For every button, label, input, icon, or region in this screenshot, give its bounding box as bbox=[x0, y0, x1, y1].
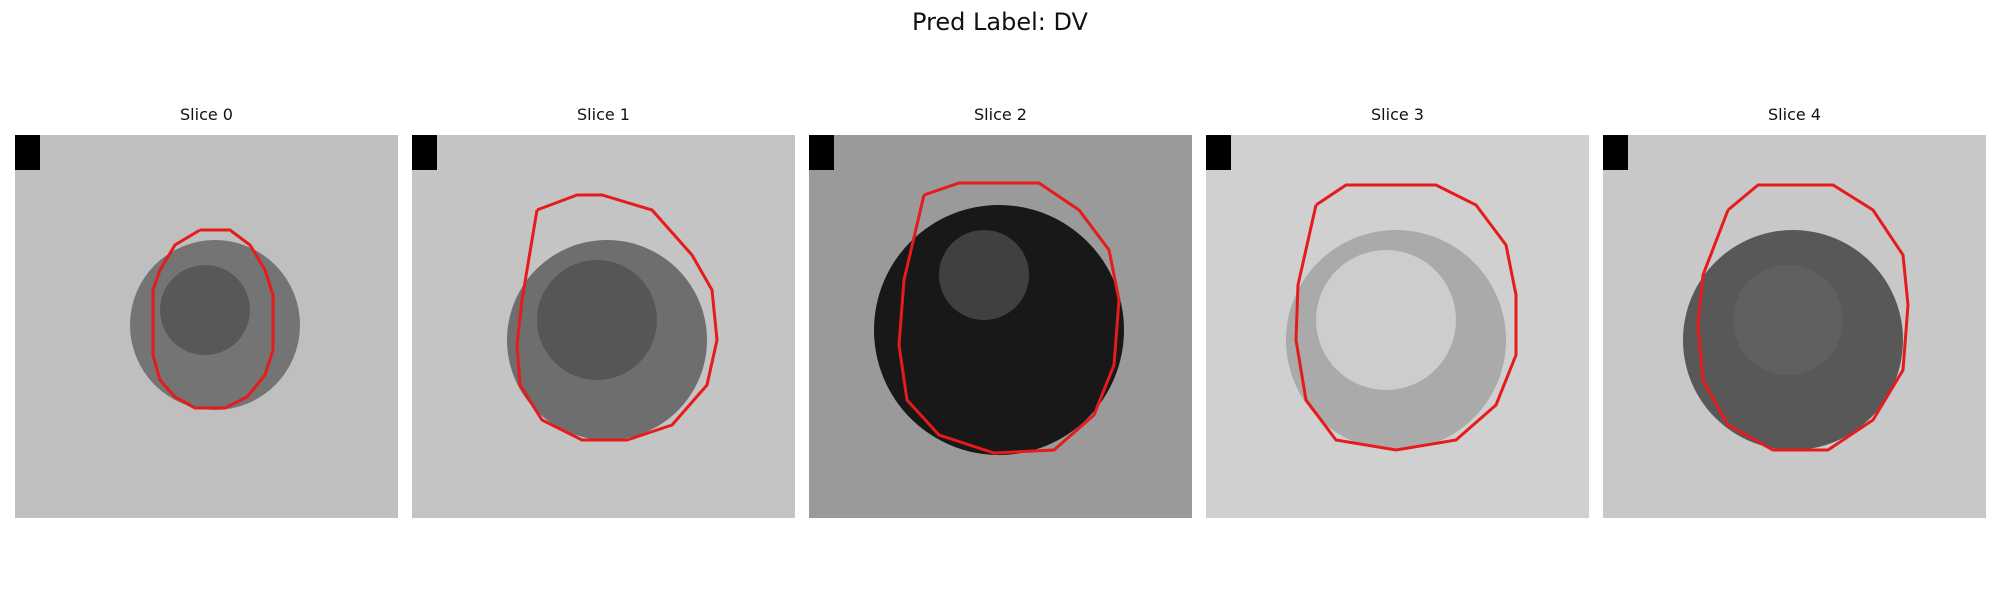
slice-panel-3: Slice 3 bbox=[1206, 105, 1589, 525]
slice-title: Slice 3 bbox=[1371, 105, 1424, 124]
slice-panel-0: Slice 0 bbox=[15, 105, 398, 525]
slice-panel-2: Slice 2 bbox=[809, 105, 1192, 525]
slice-image bbox=[412, 135, 795, 518]
slice-panel-4: Slice 4 bbox=[1603, 105, 1986, 525]
slice-image bbox=[809, 135, 1192, 518]
slice-image bbox=[15, 135, 398, 518]
slice-title: Slice 1 bbox=[577, 105, 630, 124]
slice-image bbox=[1206, 135, 1589, 518]
slice-title: Slice 4 bbox=[1768, 105, 1821, 124]
slice-image bbox=[1603, 135, 1986, 518]
figure-title: Pred Label: DV bbox=[912, 8, 1088, 36]
slice-title: Slice 0 bbox=[180, 105, 233, 124]
slice-title: Slice 2 bbox=[974, 105, 1027, 124]
slice-panel-1: Slice 1 bbox=[412, 105, 795, 525]
